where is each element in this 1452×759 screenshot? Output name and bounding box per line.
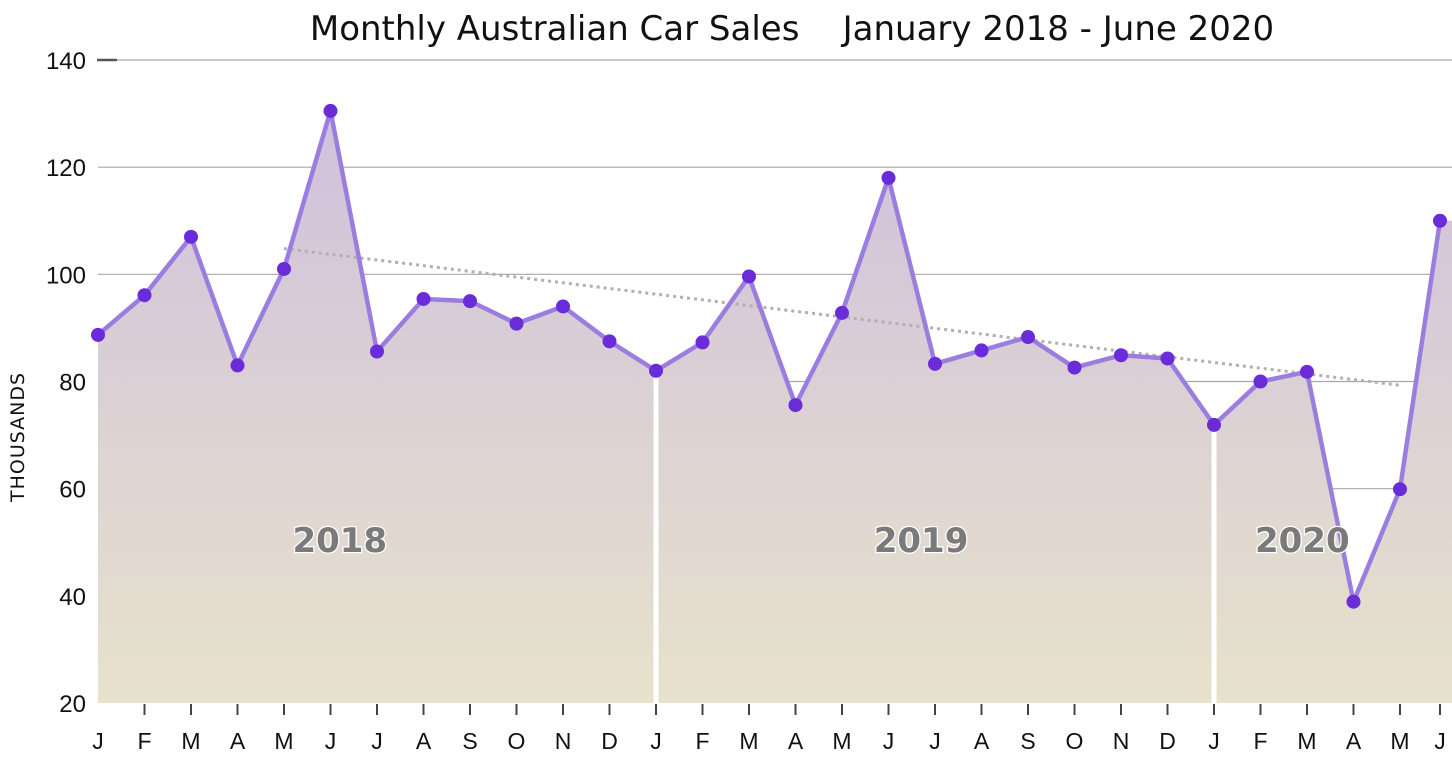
data-point-12 [649, 363, 663, 378]
data-point-13 [695, 335, 710, 350]
y-tick-label-40: 40 [59, 584, 86, 611]
data-point-17 [881, 170, 896, 185]
x-tick-label-3: A [230, 728, 246, 754]
data-point-27 [1346, 594, 1361, 609]
x-tick-label-13: F [695, 728, 709, 754]
x-tick-label-8: S [462, 728, 477, 754]
x-tick-label-23: D [1159, 728, 1176, 754]
data-point-6 [370, 344, 384, 359]
x-tick-label-16: M [832, 728, 851, 754]
area-fill [98, 110, 1452, 703]
year-labels: 2018 2019 2020 [291, 520, 1351, 563]
x-tick-label-1: F [137, 728, 151, 754]
year-dividers [98, 376, 1452, 705]
x-tick-label-0: J [92, 728, 104, 754]
y-tick-label-140: 140 [46, 48, 86, 75]
data-point-7 [416, 291, 431, 306]
data-point-20 [1021, 330, 1035, 345]
x-tick-label-9: O [508, 728, 526, 754]
data-point-22 [1114, 348, 1128, 363]
x-tick-label-7: A [416, 728, 432, 754]
x-tick-label-27: A [1346, 728, 1362, 754]
x-tick-label-6: J [371, 728, 383, 754]
data-point-23 [1160, 351, 1175, 366]
data-point-28 [1393, 482, 1407, 497]
x-tick-label-10: N [555, 728, 572, 754]
area-fill-layer [98, 110, 1452, 703]
data-point-10 [556, 299, 570, 314]
y-axis-ticks: 20 40 60 80 100 120 140 [46, 48, 86, 718]
data-point-5 [323, 103, 338, 118]
data-point-3 [230, 358, 245, 373]
data-point-25 [1253, 374, 1268, 389]
x-tick-label-15: A [788, 728, 804, 754]
x-tick-label-20: S [1020, 728, 1035, 754]
data-point-4 [277, 261, 291, 276]
y-axis-label: THOUSANDS [7, 372, 29, 503]
data-point-14 [742, 269, 756, 284]
x-tick-label-12: J [650, 728, 662, 754]
x-tick-label-5: J [325, 728, 337, 754]
y-tick-label-100: 100 [46, 262, 86, 289]
x-tick-label-21: O [1066, 728, 1084, 754]
x-tick-label-22: N [1113, 728, 1130, 754]
x-tick-label-18: J [929, 728, 941, 754]
chart-title: Monthly Australian Car Sales January 201… [310, 9, 1274, 49]
x-tick-label-19: A [974, 728, 990, 754]
data-point-21 [1067, 360, 1082, 375]
data-point-9 [509, 316, 524, 331]
y-tick-label-120: 120 [46, 155, 86, 182]
year-label-2019: 2019 [874, 521, 969, 561]
data-points [91, 103, 1447, 609]
x-tick-label-24: J [1208, 728, 1220, 754]
data-point-29 [1433, 213, 1447, 228]
x-tick-label-26: M [1297, 728, 1316, 754]
y-tick-label-20: 20 [59, 691, 86, 718]
data-point-0 [91, 327, 105, 342]
data-point-24 [1207, 417, 1221, 432]
x-tick-label-29: J [1434, 728, 1446, 754]
x-tick-label-11: D [601, 728, 618, 754]
x-tick-label-4: M [274, 728, 293, 754]
x-tick-label-25: F [1253, 728, 1267, 754]
x-tick-label-17: J [883, 728, 895, 754]
data-point-15 [788, 398, 803, 413]
x-tick-label-28: M [1390, 728, 1409, 754]
x-tick-label-2: M [181, 728, 200, 754]
year-label-2020: 2020 [1255, 521, 1350, 561]
series-line-layer [96, 108, 1443, 604]
x-tick-label-14: M [739, 728, 758, 754]
data-point-8 [463, 294, 477, 309]
data-point-16 [835, 305, 849, 320]
data-point-19 [974, 343, 989, 358]
y-tick-label-60: 60 [59, 477, 86, 504]
data-point-26 [1300, 364, 1314, 379]
y-tick-label-80: 80 [59, 370, 86, 397]
data-point-1 [137, 288, 152, 303]
series-line [96, 108, 1443, 604]
data-point-11 [602, 334, 617, 349]
year-label-2018: 2018 [292, 521, 387, 561]
data-point-18 [928, 356, 942, 371]
data-point-2 [184, 229, 198, 244]
